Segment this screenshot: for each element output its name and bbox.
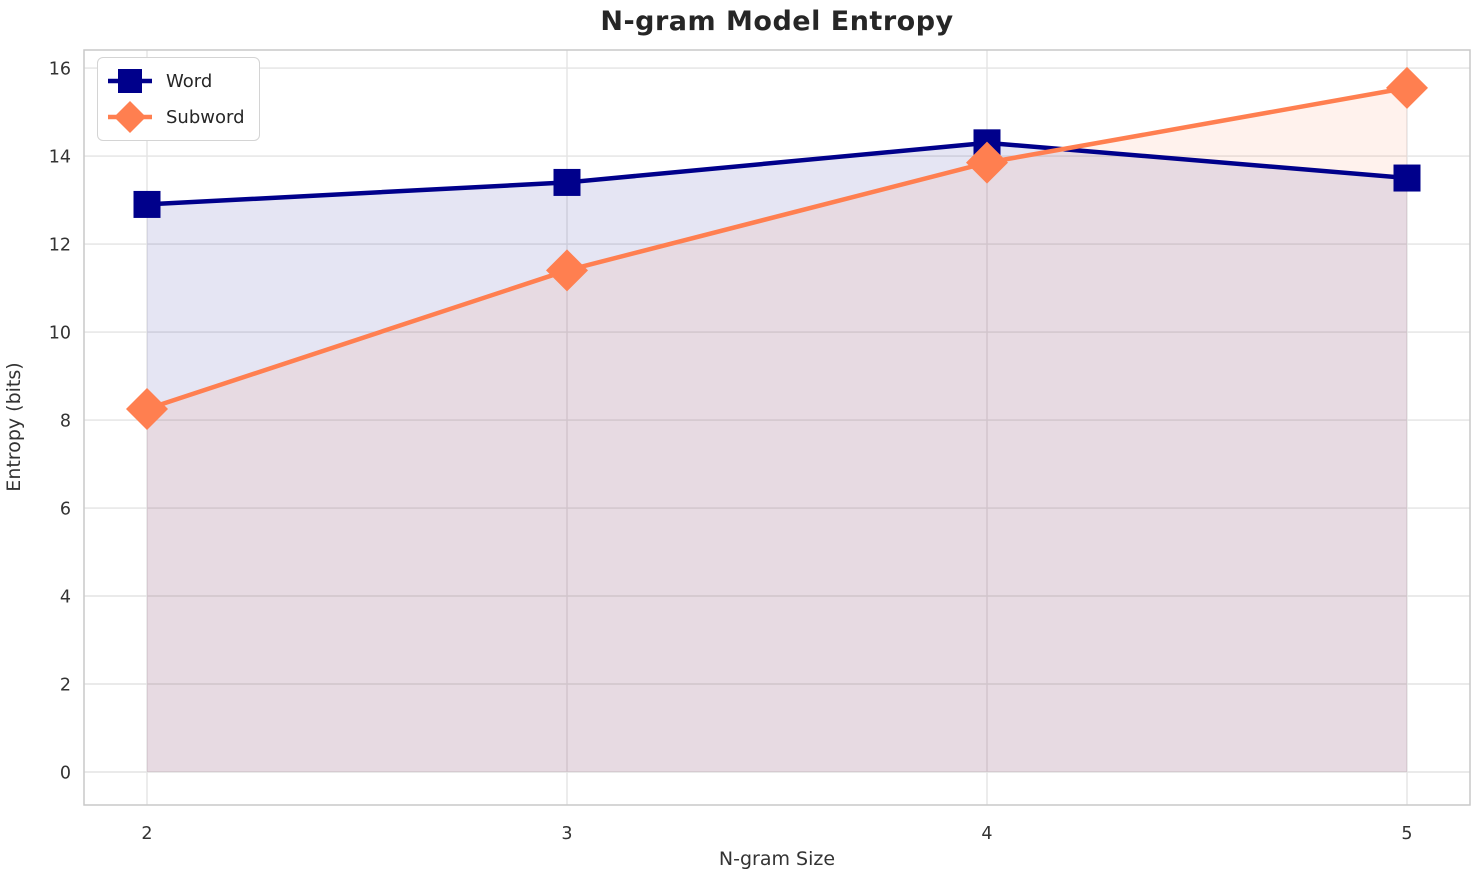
x-tick-label: 2: [141, 824, 152, 844]
y-tick-label: 2: [60, 676, 71, 696]
x-tick-label: 4: [981, 824, 992, 844]
y-tick-label: 14: [49, 148, 71, 168]
y-axis-label: Entropy (bits): [3, 362, 25, 492]
word-marker: [133, 190, 161, 218]
x-tick-label: 5: [1401, 824, 1412, 844]
subword-marker: [1386, 66, 1428, 109]
word-marker: [553, 168, 581, 196]
word-area-fill: [147, 142, 1407, 773]
y-tick-label: 4: [60, 588, 71, 608]
x-tick-label: 3: [561, 824, 572, 844]
word-line: [146, 140, 1408, 207]
legend-item-subword: Subword: [106, 100, 245, 134]
word-marker: [1393, 164, 1421, 192]
subword-marker: [126, 388, 168, 431]
subword-marker: [546, 249, 588, 292]
legend-label-subword: Subword: [166, 106, 245, 128]
legend: Word Subword: [97, 57, 260, 141]
subword-marker: [966, 141, 1008, 184]
y-tick-label: 8: [60, 412, 71, 432]
x-axis-label: N-gram Size: [718, 848, 836, 870]
legend-item-word: Word: [106, 64, 245, 98]
y-tick-label: 12: [49, 236, 71, 256]
subword-legend-key-icon: [108, 101, 152, 133]
y-tick-label: 6: [60, 500, 71, 520]
y-tick-label: 16: [49, 60, 71, 80]
subword-line: [146, 85, 1408, 412]
y-tick-label: 10: [49, 324, 71, 344]
legend-label-word: Word: [166, 70, 213, 92]
plot-border: [83, 49, 1471, 806]
word-legend-key-icon: [108, 69, 152, 93]
y-tick-label: 0: [60, 764, 71, 784]
chart-title: N-gram Model Entropy: [600, 6, 954, 37]
subword-area-fill: [147, 87, 1407, 773]
